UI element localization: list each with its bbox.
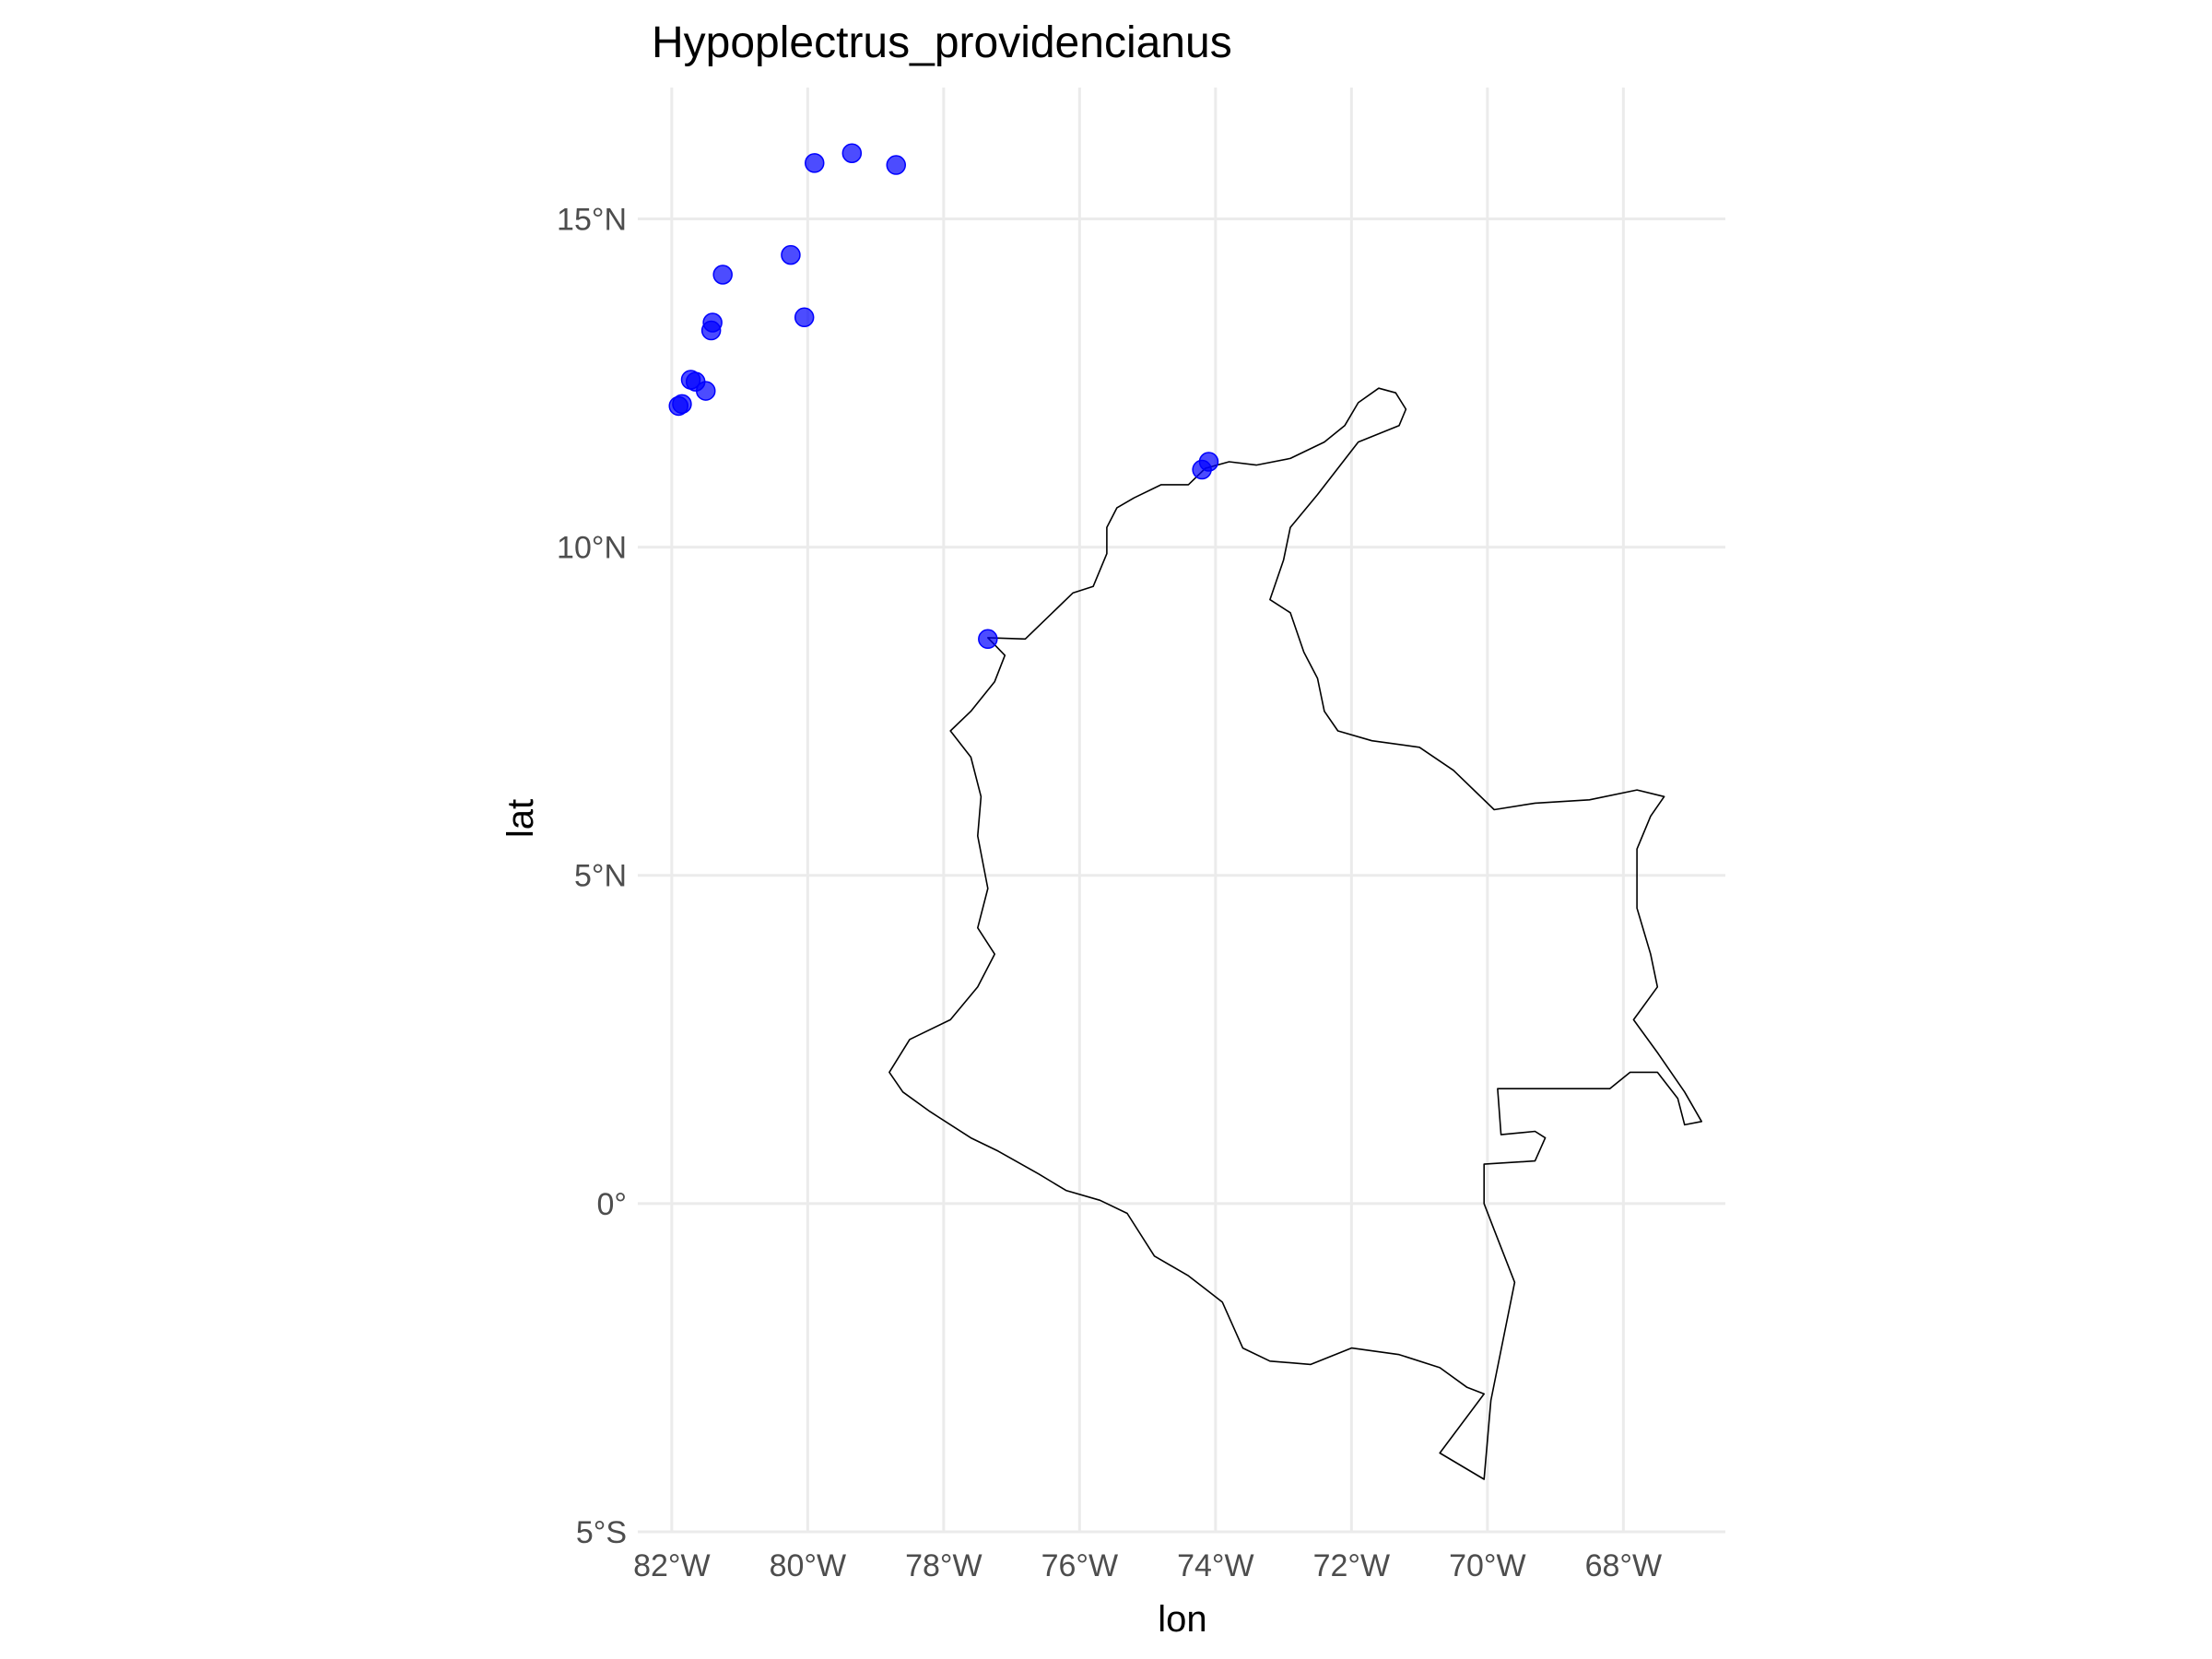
occurrence-point: [697, 382, 715, 400]
x-tick-label: 78°W: [905, 1548, 982, 1583]
grid-lines: [638, 88, 1725, 1532]
occurrence-point: [979, 629, 997, 648]
y-tick-label: 5°N: [574, 859, 627, 894]
y-tick-label: 15°N: [557, 202, 627, 237]
x-tick-label: 76°W: [1041, 1548, 1119, 1583]
x-axis-title: lon: [1158, 1599, 1206, 1640]
x-tick-label: 80°W: [770, 1548, 847, 1583]
occurrence-point: [669, 396, 688, 415]
occurrence-point: [795, 308, 814, 326]
country-outline-layer: [889, 388, 1701, 1479]
occurrence-point: [702, 322, 721, 340]
plot-title: Hypoplectrus_providencianus: [652, 18, 1232, 67]
y-axis-title: lat: [500, 799, 541, 838]
x-tick-label: 70°W: [1449, 1548, 1526, 1583]
occurrence-point: [842, 144, 861, 162]
country-outline: [889, 388, 1701, 1479]
occurrence-point: [1193, 461, 1211, 479]
x-axis-ticks: 82°W 80°W 78°W 76°W 74°W 72°W 70°W 68°W: [633, 1548, 1662, 1583]
x-tick-label: 72°W: [1313, 1548, 1391, 1583]
y-tick-label: 10°N: [557, 531, 627, 566]
y-tick-label: 0°: [596, 1187, 627, 1222]
y-axis-ticks: 5°S 0° 5°N 10°N 15°N: [557, 202, 627, 1550]
y-tick-label: 5°S: [576, 1515, 627, 1550]
x-tick-label: 68°W: [1585, 1548, 1663, 1583]
x-tick-label: 74°W: [1177, 1548, 1254, 1583]
occurrence-point: [806, 154, 824, 172]
occurrence-point: [887, 156, 905, 174]
x-tick-label: 82°W: [633, 1548, 711, 1583]
occurrence-point: [782, 246, 800, 265]
occurrence-point: [713, 265, 732, 284]
